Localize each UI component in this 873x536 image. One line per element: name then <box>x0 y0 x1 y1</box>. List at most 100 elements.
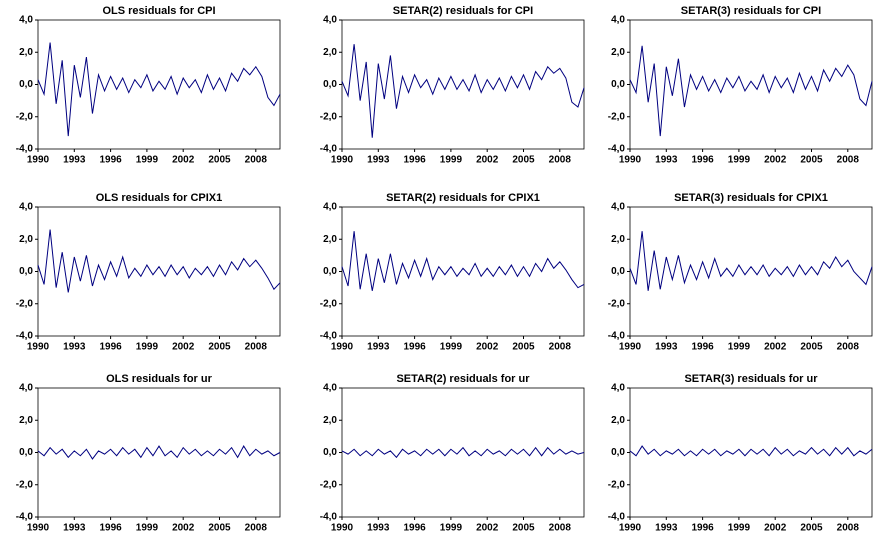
y-tick-label: 2,0 <box>611 47 625 58</box>
residual-line <box>37 445 281 460</box>
x-tick-label: 1993 <box>655 523 678 534</box>
chart-title: OLS residuals for CPI <box>102 5 215 17</box>
x-tick-label: 1996 <box>403 342 426 353</box>
y-tick-label: 4,0 <box>19 202 33 213</box>
x-tick-label: 1999 <box>440 342 463 353</box>
x-tick-label: 1990 <box>619 523 642 534</box>
x-tick-label: 2008 <box>837 523 860 534</box>
x-tick-label: 1999 <box>728 155 751 166</box>
y-tick-label: -4,0 <box>16 512 34 523</box>
x-tick-label: 1990 <box>331 342 354 353</box>
y-tick-label: 2,0 <box>323 415 337 426</box>
x-tick-label: 2008 <box>549 342 572 353</box>
y-tick-label: -4,0 <box>320 144 338 155</box>
x-tick-label: 2002 <box>764 155 787 166</box>
y-tick-label: -2,0 <box>320 298 338 309</box>
plot-frame <box>37 206 281 337</box>
x-tick-label: 1996 <box>99 155 122 166</box>
x-tick-label: 2005 <box>208 342 231 353</box>
y-tick-label: 2,0 <box>323 47 337 58</box>
x-tick-label: 1993 <box>655 155 678 166</box>
y-tick-label: 4,0 <box>611 383 625 394</box>
x-tick-label: 1996 <box>691 523 714 534</box>
x-tick-label: 1990 <box>27 342 50 353</box>
x-tick-label: 2008 <box>245 342 268 353</box>
x-tick-label: 1993 <box>63 523 86 534</box>
x-tick-label: 1993 <box>367 523 390 534</box>
y-tick-label: 2,0 <box>19 415 33 426</box>
x-tick-label: 2008 <box>549 155 572 166</box>
x-tick-label: 1993 <box>367 155 390 166</box>
x-tick-label: 1996 <box>691 342 714 353</box>
y-tick-label: 4,0 <box>611 15 625 26</box>
x-tick-label: 2005 <box>800 523 823 534</box>
x-tick-label: 1993 <box>63 155 86 166</box>
x-tick-label: 1996 <box>691 155 714 166</box>
residual-line <box>37 42 281 137</box>
y-tick-label: 2,0 <box>323 234 337 245</box>
residual-line <box>341 231 585 291</box>
x-tick-label: 2002 <box>172 342 195 353</box>
y-tick-label: -2,0 <box>16 298 34 309</box>
x-tick-label: 1990 <box>331 523 354 534</box>
x-tick-label: 1996 <box>99 523 122 534</box>
x-tick-label: 1993 <box>655 342 678 353</box>
x-tick-label: 1996 <box>403 523 426 534</box>
x-tick-label: 1999 <box>440 155 463 166</box>
y-tick-label: -2,0 <box>608 298 626 309</box>
plot-frame <box>341 19 585 150</box>
x-tick-label: 2005 <box>208 523 231 534</box>
chart-title: SETAR(3) residuals for ur <box>684 373 818 385</box>
y-tick-label: 2,0 <box>611 415 625 426</box>
y-tick-label: 4,0 <box>323 202 337 213</box>
y-tick-label: -4,0 <box>608 144 626 155</box>
y-tick-label: 0,0 <box>611 79 625 90</box>
y-tick-label: 4,0 <box>611 202 625 213</box>
residual-line <box>629 231 873 291</box>
x-tick-label: 2005 <box>800 155 823 166</box>
x-tick-label: 2005 <box>512 342 535 353</box>
x-tick-label: 2002 <box>764 523 787 534</box>
x-tick-label: 2005 <box>800 342 823 353</box>
y-tick-label: 0,0 <box>611 266 625 277</box>
chart-title: OLS residuals for ur <box>106 373 212 385</box>
residual-line <box>629 445 873 457</box>
x-tick-label: 2002 <box>172 523 195 534</box>
x-tick-label: 1993 <box>367 342 390 353</box>
y-tick-label: 2,0 <box>19 47 33 58</box>
y-tick-label: -2,0 <box>608 479 626 490</box>
residual-line <box>37 229 281 293</box>
y-tick-label: 0,0 <box>19 79 33 90</box>
x-tick-label: 2008 <box>245 155 268 166</box>
x-tick-label: 1999 <box>440 523 463 534</box>
x-tick-label: 1999 <box>728 523 751 534</box>
chart-title: SETAR(3) residuals for CPIX1 <box>674 192 828 204</box>
x-tick-label: 1990 <box>27 523 50 534</box>
y-tick-label: -4,0 <box>608 512 626 523</box>
x-tick-label: 1996 <box>99 342 122 353</box>
x-tick-label: 2008 <box>837 342 860 353</box>
x-tick-label: 1990 <box>619 155 642 166</box>
x-tick-label: 1999 <box>136 342 159 353</box>
x-tick-label: 2005 <box>512 155 535 166</box>
y-tick-label: 4,0 <box>19 15 33 26</box>
y-tick-label: 0,0 <box>323 447 337 458</box>
x-tick-label: 1999 <box>136 155 159 166</box>
x-tick-label: 1999 <box>728 342 751 353</box>
y-tick-label: -4,0 <box>320 512 338 523</box>
x-tick-label: 2002 <box>764 342 787 353</box>
plot-frame <box>341 387 585 518</box>
x-tick-label: 2002 <box>476 342 499 353</box>
y-tick-label: -4,0 <box>16 331 34 342</box>
residual-line <box>341 446 585 459</box>
x-tick-label: 2002 <box>476 523 499 534</box>
y-tick-label: 0,0 <box>323 266 337 277</box>
x-tick-label: 2002 <box>172 155 195 166</box>
y-tick-label: 2,0 <box>611 234 625 245</box>
chart-title: SETAR(2) residuals for CPIX1 <box>386 192 540 204</box>
x-tick-label: 1996 <box>403 155 426 166</box>
x-tick-label: 1990 <box>331 155 354 166</box>
x-tick-label: 2008 <box>837 155 860 166</box>
residual-line <box>341 44 585 138</box>
